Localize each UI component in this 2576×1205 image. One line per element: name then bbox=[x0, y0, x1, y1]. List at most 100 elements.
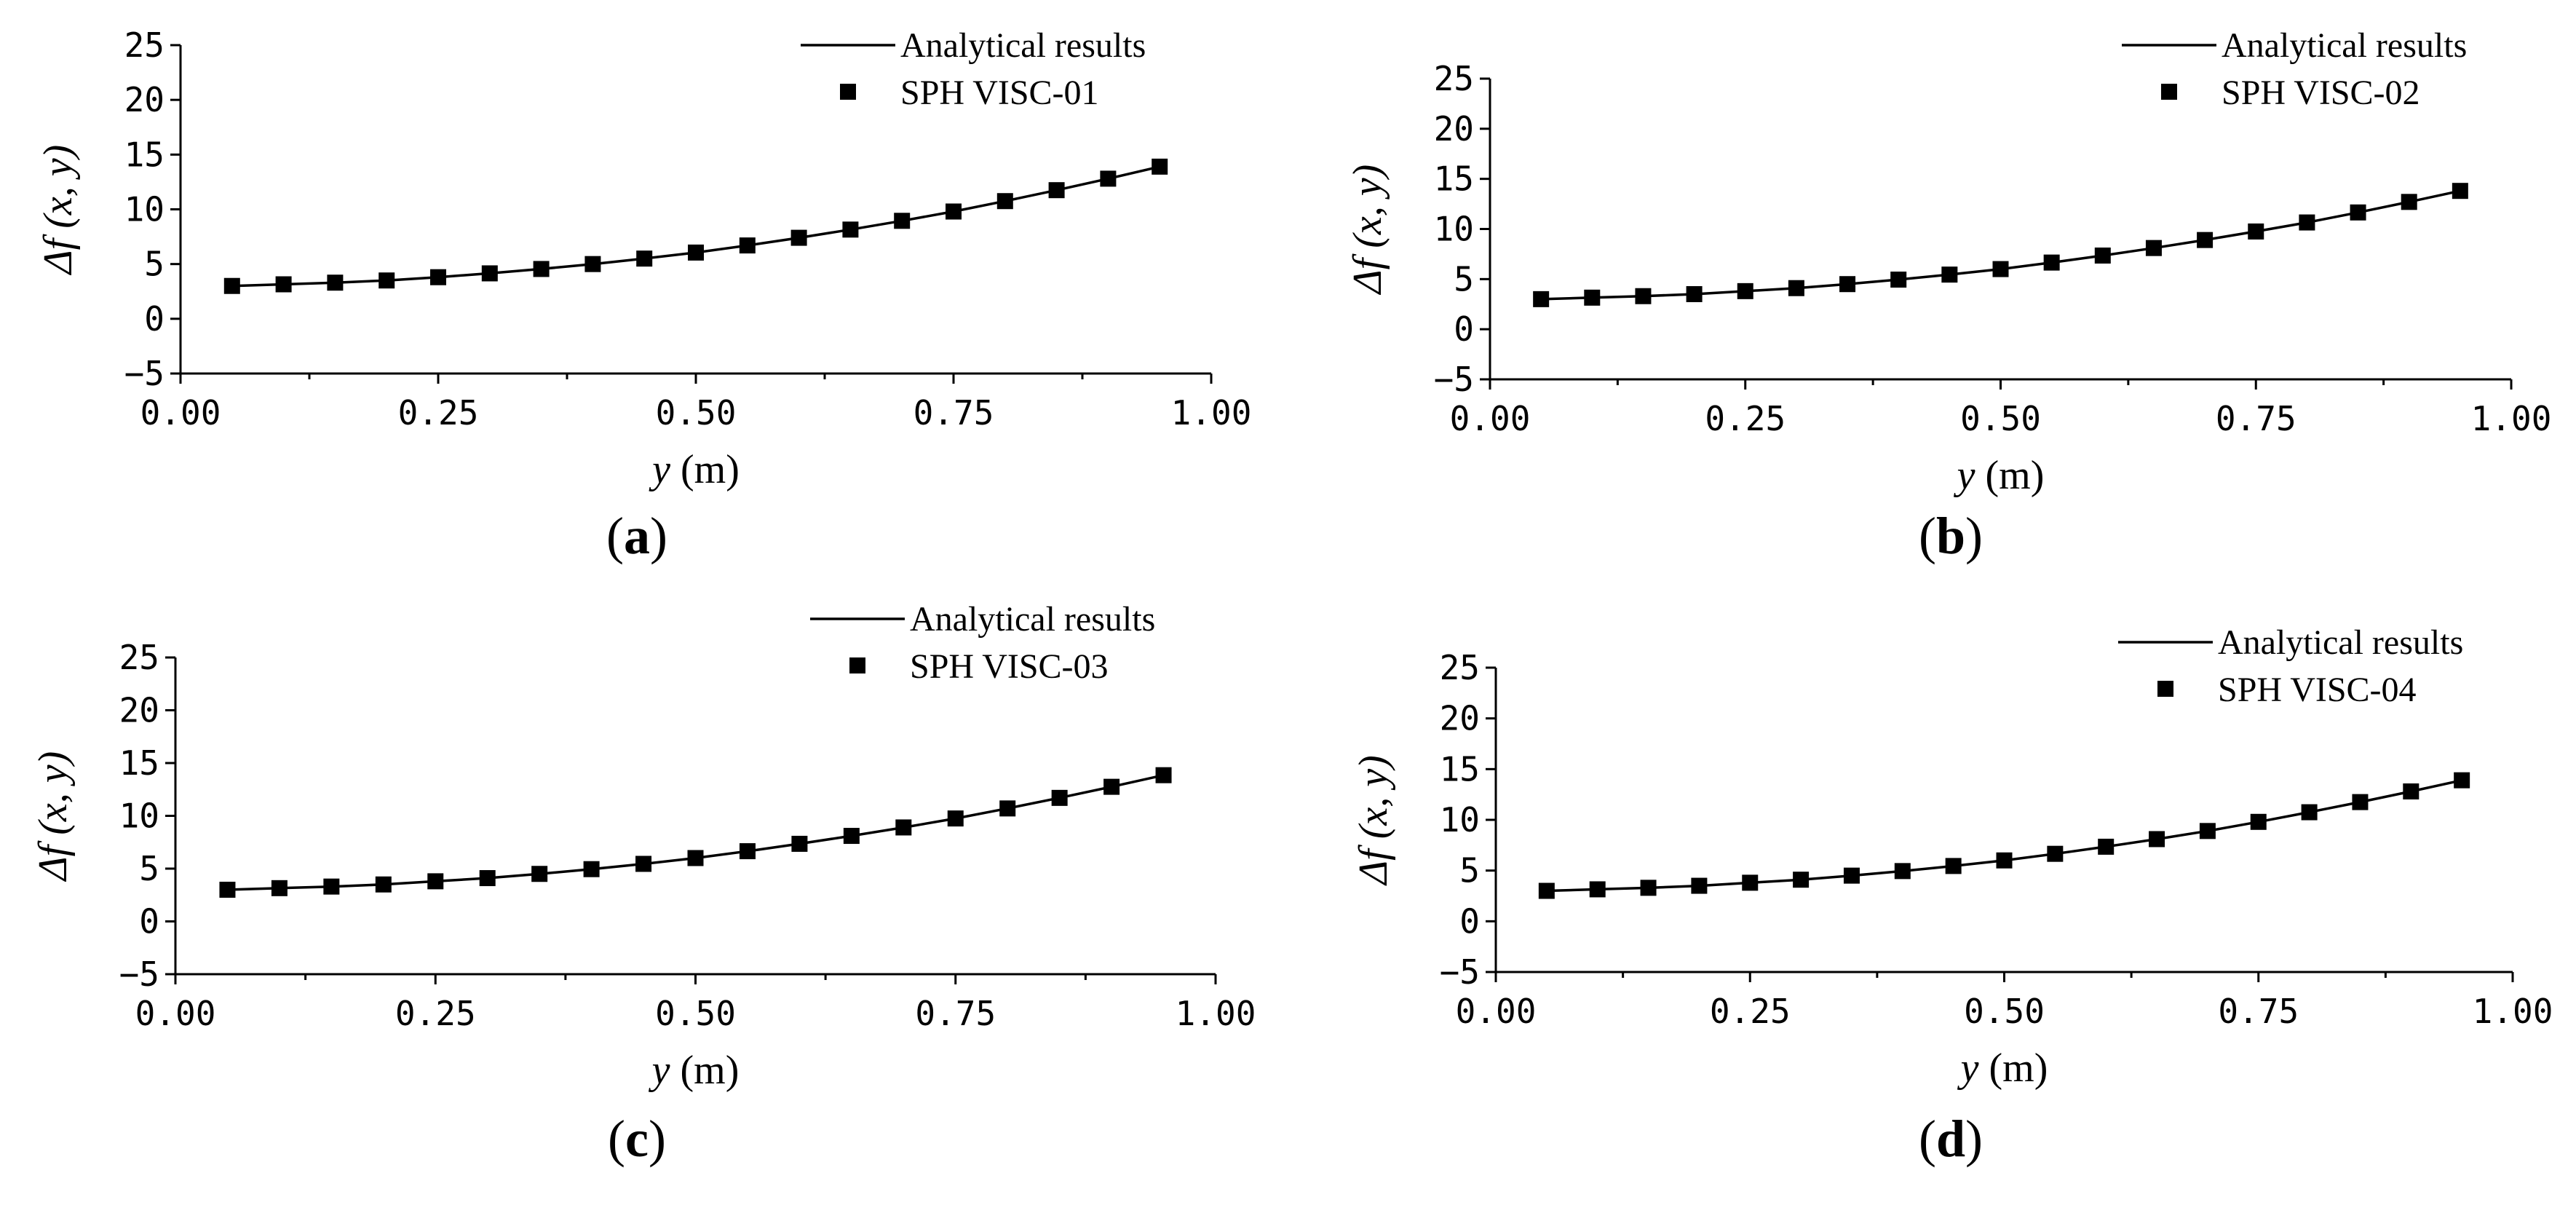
sph-data-point bbox=[1100, 170, 1117, 187]
sph-data-point bbox=[1103, 778, 1120, 795]
x-tick-label: 1.00 bbox=[1176, 994, 1256, 1033]
sph-data-point bbox=[635, 856, 652, 872]
sph-data-point bbox=[1894, 863, 1911, 880]
sph-data-point bbox=[687, 850, 704, 866]
sph-data-point bbox=[531, 866, 548, 882]
panel-label-letter: b bbox=[1936, 507, 1965, 565]
sph-data-point bbox=[996, 193, 1013, 210]
sph-data-point bbox=[1793, 872, 1810, 888]
x-axis-title: y (m) bbox=[649, 1048, 740, 1093]
sph-data-point bbox=[999, 800, 1016, 817]
sph-data-point bbox=[2199, 823, 2216, 839]
sph-data-point bbox=[375, 876, 392, 893]
y-tick-label: 20 bbox=[1434, 109, 1474, 149]
sph-data-point bbox=[790, 229, 807, 246]
y-tick-label: 5 bbox=[1454, 259, 1474, 299]
analytical-curve bbox=[231, 165, 1160, 288]
y-axis-title: Δf (x, y) bbox=[1351, 755, 1396, 885]
x-axis-title-var: y bbox=[1954, 453, 1975, 498]
y-tick-label: 25 bbox=[1440, 648, 1480, 687]
sph-data-point bbox=[2248, 223, 2264, 240]
sph-data-point bbox=[1992, 261, 2009, 277]
legend-line-label: Analytical results bbox=[2222, 26, 2467, 65]
sph-data-point bbox=[275, 276, 292, 293]
panel-label-close: ) bbox=[1965, 1110, 1983, 1168]
x-tick-label: 0.50 bbox=[656, 393, 737, 432]
sph-data-point bbox=[1691, 877, 1708, 894]
y-tick-label: 15 bbox=[1434, 159, 1474, 199]
panel-label-letter: d bbox=[1936, 1110, 1965, 1168]
sph-data-point bbox=[2098, 838, 2115, 855]
y-tick-label: 10 bbox=[119, 797, 159, 836]
legend: Analytical results SPH VISC-03 bbox=[810, 600, 1155, 686]
y-tick-label: −5 bbox=[119, 955, 159, 994]
legend-marker-swatch bbox=[2161, 84, 2177, 100]
sph-data-point bbox=[895, 819, 912, 836]
x-tick-label: 1.00 bbox=[2473, 992, 2553, 1031]
y-tick-label: 10 bbox=[1434, 210, 1474, 249]
x-axis-title: y (m) bbox=[1954, 453, 2045, 498]
analytical-curve bbox=[1541, 189, 2461, 301]
x-axis-title-unit: (m) bbox=[670, 1048, 740, 1093]
sph-data-point bbox=[636, 250, 653, 267]
panel-label-close: ) bbox=[649, 1110, 666, 1168]
x-axis-title: y (m) bbox=[1957, 1046, 2048, 1091]
sph-data-point bbox=[2352, 794, 2369, 810]
y-tick-label: 5 bbox=[144, 245, 165, 284]
sph-data-point bbox=[1589, 881, 1606, 898]
y-tick-label: 0 bbox=[1454, 309, 1474, 349]
sph-data-point bbox=[791, 835, 808, 852]
sph-data-point bbox=[2043, 254, 2060, 271]
sph-data-point bbox=[2454, 772, 2470, 789]
x-tick-label: 0.50 bbox=[655, 994, 736, 1033]
y-tick-label: 20 bbox=[119, 691, 159, 730]
y-tick-label: 20 bbox=[124, 80, 165, 119]
y-tick-label: 0 bbox=[139, 902, 159, 941]
panel-label-open: ( bbox=[1919, 1110, 1936, 1168]
sph-data-point bbox=[2299, 214, 2315, 231]
sph-data-point bbox=[2250, 813, 2267, 830]
x-tick-label: 0.50 bbox=[1964, 992, 2045, 1031]
y-axis-title: Δf (x, y) bbox=[31, 751, 76, 882]
chart-panel-2: 0.00 0.25 0.50 0.75 1.00 −5 0 5 10 15 20 25 Δf (x, y… bbox=[1345, 26, 2551, 565]
x-axis-title-unit: (m) bbox=[1975, 453, 2045, 498]
sph-data-point bbox=[1843, 867, 1860, 884]
x-tick-label: 1.00 bbox=[2471, 399, 2552, 438]
panel-label-letter: c bbox=[625, 1110, 649, 1168]
legend: Analytical results SPH VISC-02 bbox=[2122, 26, 2467, 112]
y-tick-label: 0 bbox=[144, 299, 165, 339]
x-tick-label: 0.75 bbox=[2218, 992, 2299, 1031]
sph-data-point bbox=[1890, 272, 1907, 288]
x-tick-label: 0.25 bbox=[395, 994, 476, 1033]
x-axis-title-var: y bbox=[649, 1048, 670, 1093]
y-tick-label: 15 bbox=[119, 743, 159, 783]
sph-data-point bbox=[2401, 194, 2417, 210]
y-tick-label: −5 bbox=[1434, 360, 1474, 399]
sph-data-point bbox=[584, 256, 601, 272]
legend-line-label: Analytical results bbox=[910, 600, 1155, 639]
y-tick-label: 25 bbox=[119, 638, 159, 677]
sph-data-point bbox=[2047, 845, 2064, 862]
x-axis-title-unit: (m) bbox=[670, 447, 740, 492]
sph-data-point bbox=[430, 269, 446, 285]
sph-data-point bbox=[1839, 276, 1856, 293]
x-axis-title-var: y bbox=[1957, 1046, 1979, 1091]
sph-data-point bbox=[1538, 882, 1555, 899]
sph-data-point bbox=[427, 873, 444, 890]
panel-label-letter: a bbox=[624, 507, 650, 565]
x-tick-label: 0.25 bbox=[398, 393, 479, 432]
y-tick-label: −5 bbox=[124, 354, 165, 393]
sph-data-point bbox=[481, 265, 498, 282]
sph-data-point bbox=[2452, 183, 2468, 199]
sph-data-point bbox=[1635, 288, 1652, 304]
sph-data-point bbox=[1051, 789, 1068, 806]
sph-data-point bbox=[1640, 880, 1657, 896]
panel-label-close: ) bbox=[650, 507, 667, 565]
legend-line-label: Analytical results bbox=[900, 26, 1146, 65]
sph-data-point bbox=[894, 213, 911, 229]
sph-data-point bbox=[842, 221, 859, 238]
sph-data-point bbox=[1152, 158, 1168, 175]
legend-marker-label: SPH VISC-03 bbox=[910, 647, 1109, 686]
sph-data-point bbox=[2197, 232, 2214, 248]
sph-data-point bbox=[2350, 204, 2366, 221]
